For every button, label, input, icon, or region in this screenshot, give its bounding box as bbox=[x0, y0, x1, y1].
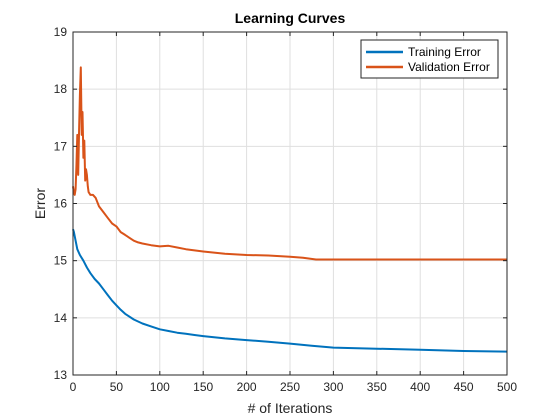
y-axis-label: Error bbox=[32, 188, 48, 219]
x-tick-label: 350 bbox=[367, 380, 387, 394]
x-tick-label: 200 bbox=[237, 380, 257, 394]
y-tick-label: 15 bbox=[54, 254, 68, 268]
x-tick-label: 50 bbox=[110, 380, 124, 394]
tick-layer: 0 50 100 150 200 250 300 350 400 450 500 13 14 15 16 17… bbox=[54, 25, 518, 394]
y-tick-label: 18 bbox=[54, 82, 68, 96]
x-tick-label: 0 bbox=[70, 380, 77, 394]
y-tick-label: 13 bbox=[54, 368, 68, 382]
y-tick-label: 14 bbox=[54, 311, 68, 325]
x-tick-label: 150 bbox=[193, 380, 213, 394]
chart-title: Learning Curves bbox=[235, 10, 346, 26]
legend-label-1: Validation Error bbox=[408, 60, 490, 74]
series-line-0 bbox=[72, 228, 508, 353]
legend-box bbox=[360, 39, 499, 79]
x-tick-label: 400 bbox=[410, 380, 430, 394]
series-line-1 bbox=[72, 66, 507, 261]
x-tick-label: 100 bbox=[150, 380, 170, 394]
y-tick-label: 19 bbox=[54, 25, 68, 39]
x-tick-label: 250 bbox=[280, 380, 300, 394]
x-tick-label: 300 bbox=[323, 380, 343, 394]
x-tick-label: 500 bbox=[497, 380, 517, 394]
y-tick-label: 16 bbox=[54, 197, 68, 211]
x-axis-label: # of Iterations bbox=[248, 400, 333, 416]
x-tick-label: 450 bbox=[454, 380, 474, 394]
y-tick-label: 17 bbox=[54, 139, 68, 153]
series-layer bbox=[72, 66, 508, 353]
legend-label-0: Training Error bbox=[408, 45, 481, 59]
